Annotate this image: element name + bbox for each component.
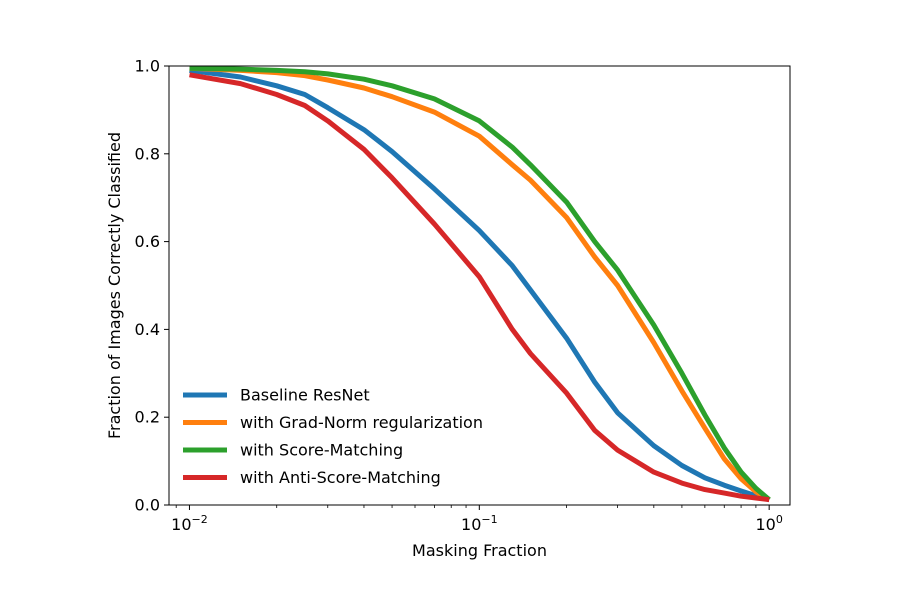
series-line-4: [189, 72, 770, 503]
y-tick-label: 0.6: [135, 232, 160, 251]
x-axis-ticks: 10−2 10−1 100: [171, 505, 783, 534]
legend-label-1: Baseline ResNet: [240, 386, 370, 405]
y-tick-label: 0.4: [135, 320, 160, 339]
series-line-1: [189, 67, 770, 503]
series-line-2: [189, 65, 771, 502]
x-tick-label: 10−2: [171, 513, 208, 534]
legend: Baseline ResNet with Grad-Norm regulariza…: [183, 386, 483, 487]
series-line-3: [189, 65, 771, 502]
y-axis-label: Fraction of Images Correctly Classified: [105, 132, 124, 439]
x-axis-label: Masking Fraction: [412, 541, 547, 560]
y-tick-label: 0.0: [135, 496, 160, 515]
y-tick-label: 1.0: [135, 57, 160, 76]
legend-label-3: with Score-Matching: [240, 441, 403, 460]
legend-label-2: with Grad-Norm regularization: [240, 413, 483, 432]
x-tick-label: 100: [755, 513, 782, 534]
y-axis-ticks: 0.0 0.2 0.4 0.6 0.8 1.0: [135, 57, 169, 515]
legend-label-4: with Anti-Score-Matching: [240, 468, 441, 487]
x-tick-label: 10−1: [461, 513, 498, 534]
y-tick-label: 0.8: [135, 144, 160, 163]
plot-area: [189, 65, 771, 503]
axes-frame: [168, 65, 791, 506]
y-tick-label: 0.2: [135, 408, 160, 427]
